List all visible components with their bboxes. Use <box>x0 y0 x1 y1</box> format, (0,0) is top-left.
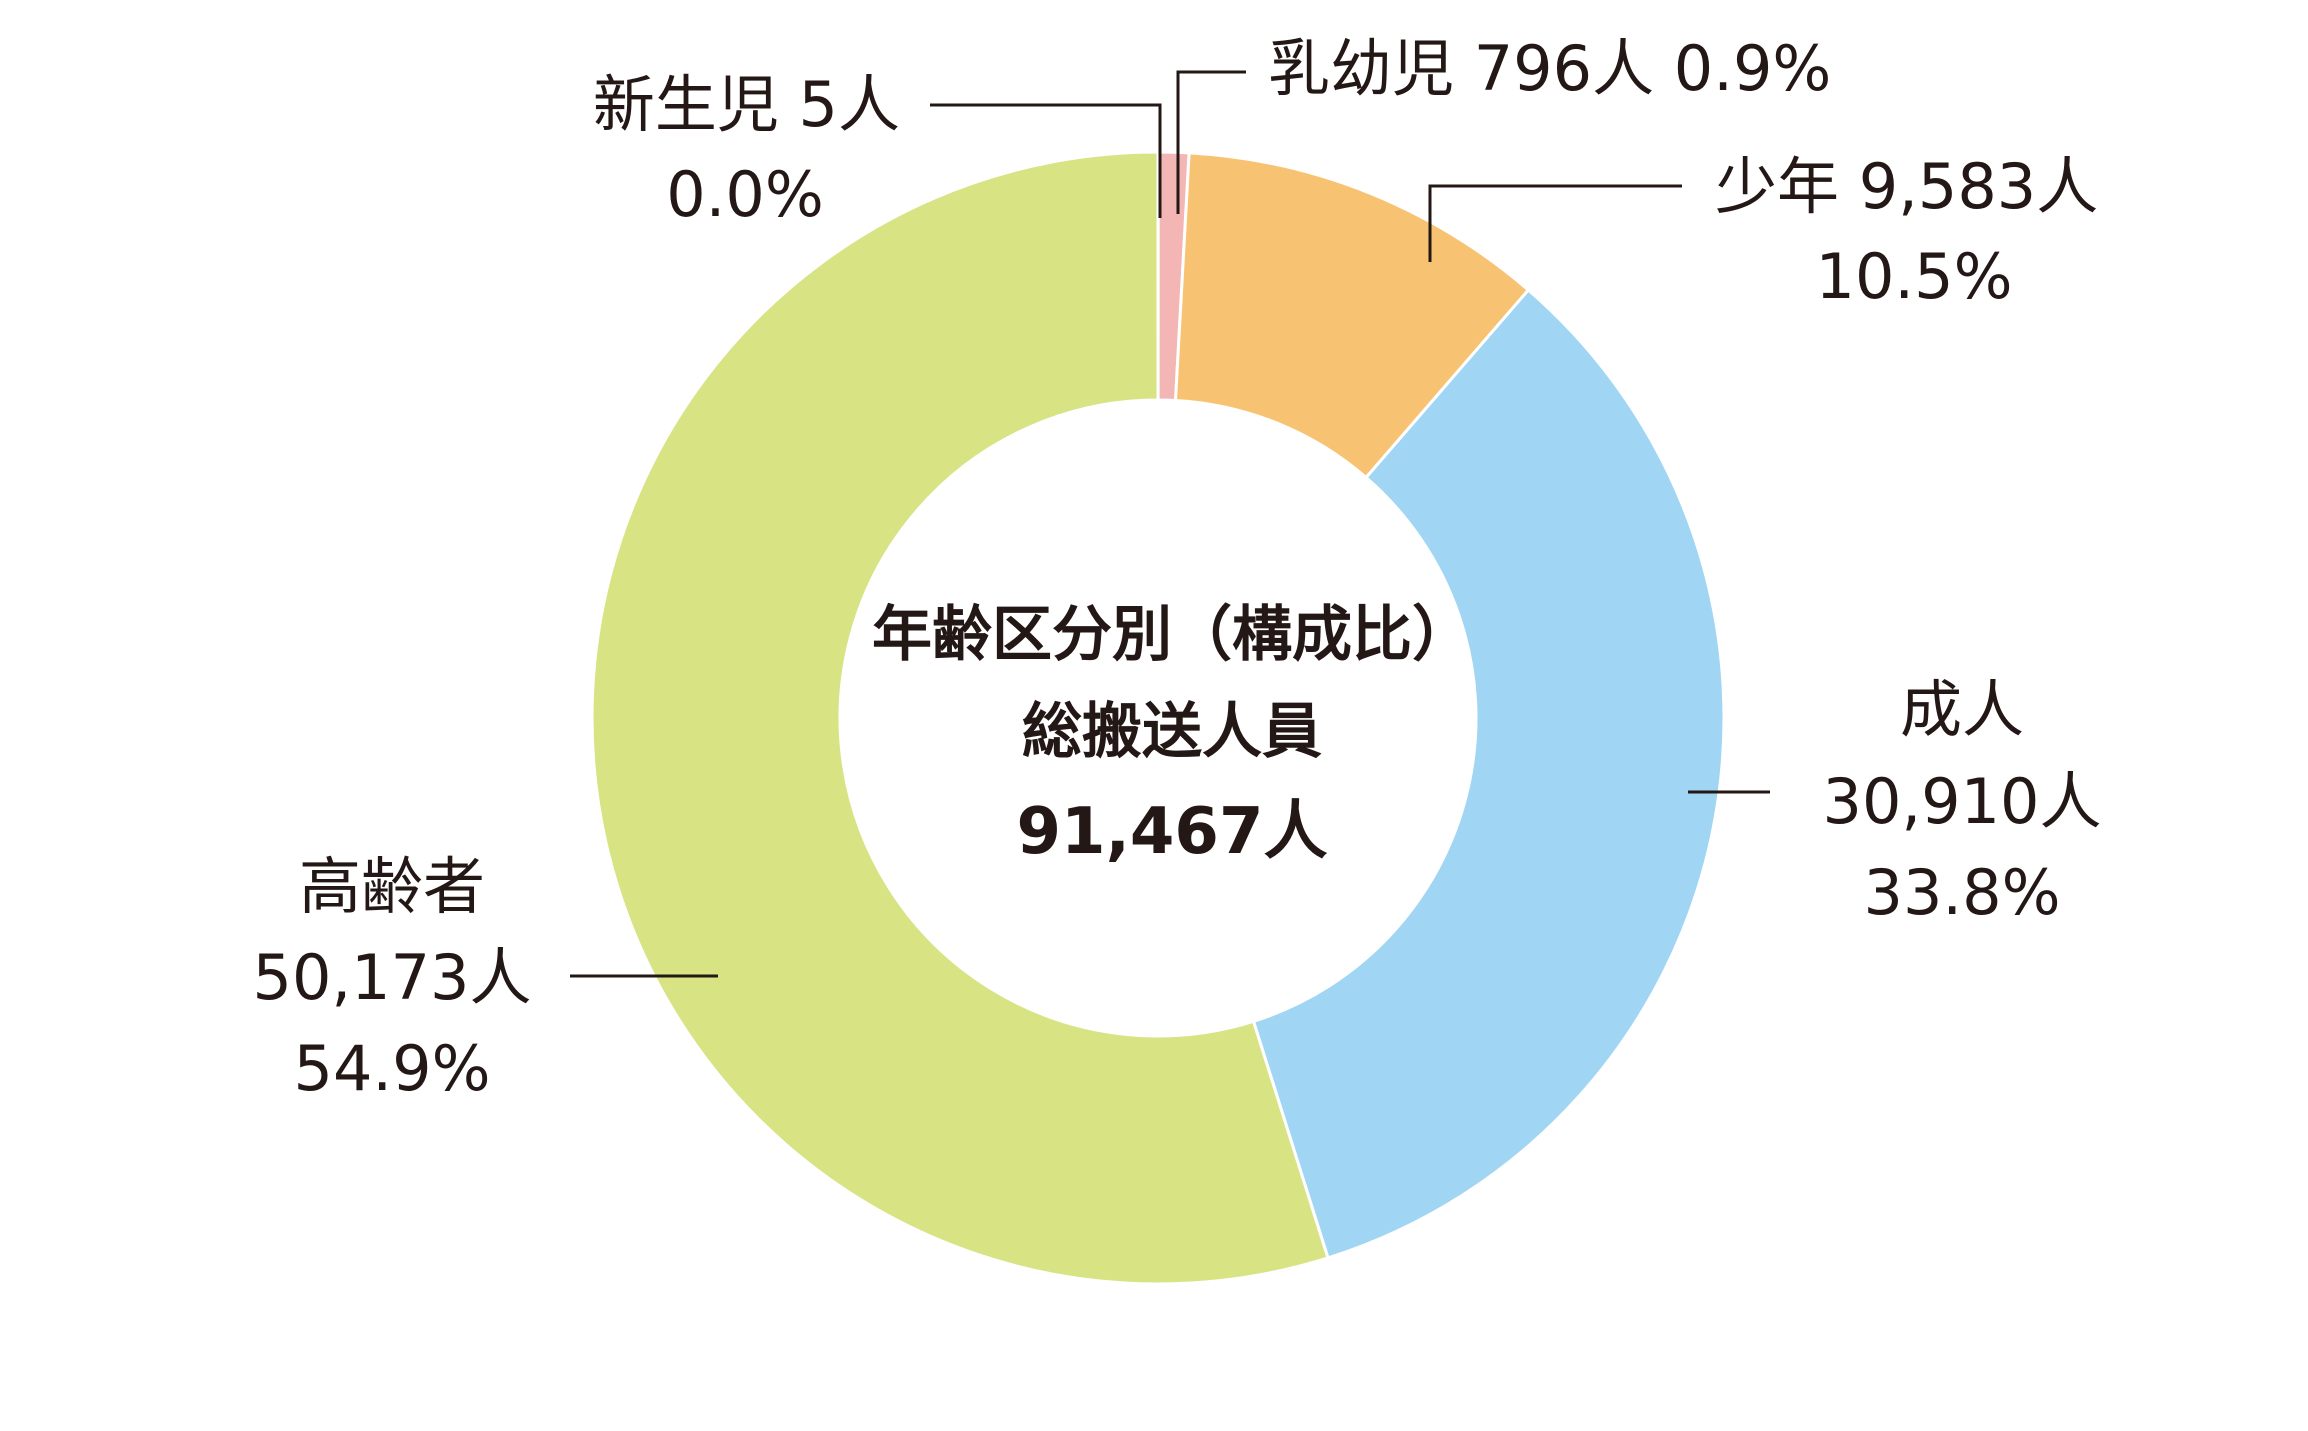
slice-count-youth: 9,583人 <box>1859 150 2099 223</box>
slice-label-youth: 少年 9,583人 10.5% <box>1715 150 2098 313</box>
slice-count-adult: 30,910人 <box>1823 765 2102 838</box>
slice-label-infant: 乳幼児 796人 0.9% <box>1268 32 1831 105</box>
slice-label-adult: 成人 30,910人 33.8% <box>1823 673 2102 929</box>
slice-percent-infant: 0.9% <box>1674 32 1832 105</box>
slice-category-newborn: 新生児 <box>593 68 779 141</box>
slice-count-infant: 796人 <box>1474 32 1654 105</box>
slice-category-infant: 乳幼児 <box>1268 32 1454 105</box>
slice-count-elderly: 50,173人 <box>253 941 532 1014</box>
slice-percent-adult: 33.8% <box>1864 856 2061 929</box>
svg-text:少年 9,583人: 少年 9,583人 <box>1715 150 2098 223</box>
svg-text:新生児 5人: 新生児 5人 <box>593 68 900 141</box>
slice-category-adult: 成人 <box>1900 673 2024 746</box>
center-label-total: 91,467人 <box>1017 795 1328 869</box>
slice-percent-elderly: 54.9% <box>294 1032 491 1105</box>
slice-count-newborn: 5人 <box>799 68 900 141</box>
slice-category-elderly: 高齢者 <box>299 850 485 923</box>
center-label-line1: 年齢区分別（構成比） <box>872 600 1472 670</box>
svg-text:乳幼児 796人 0.9%: 乳幼児 796人 0.9% <box>1268 32 1831 105</box>
slice-percent-newborn: 0.0% <box>666 158 824 231</box>
center-label-line2: 総搬送人員 <box>1022 697 1322 767</box>
slice-label-elderly: 高齢者 50,173人 54.9% <box>253 850 532 1105</box>
slice-label-newborn: 新生児 5人 0.0% <box>593 68 900 231</box>
slice-category-youth: 少年 <box>1715 150 1839 223</box>
slice-percent-youth: 10.5% <box>1816 240 2013 313</box>
